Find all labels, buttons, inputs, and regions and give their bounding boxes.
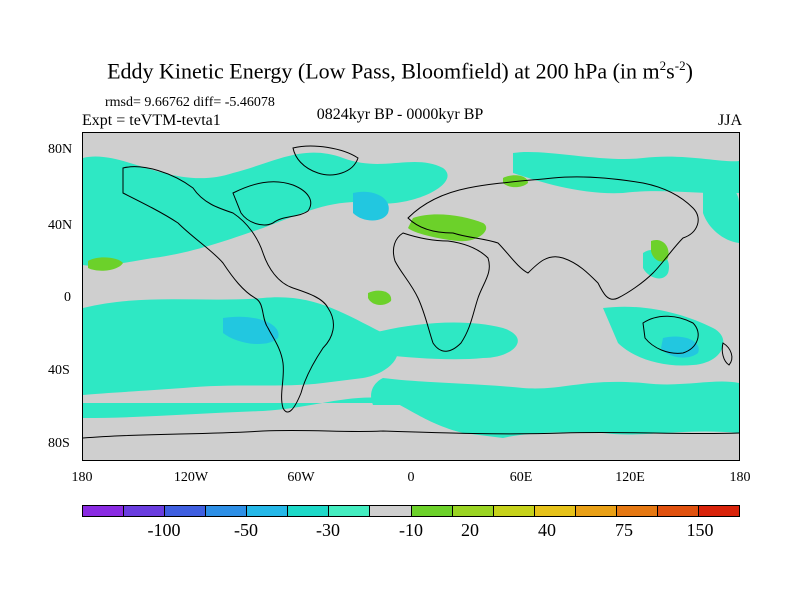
- experiment-label: Expt = teVTM-tevta1: [82, 112, 221, 129]
- colorbar-swatch: [534, 506, 576, 516]
- colorbar-swatch: [411, 506, 453, 516]
- colorbar-swatch: [165, 506, 207, 516]
- colorbar-label: 75: [615, 520, 633, 540]
- season-label: JJA: [717, 112, 742, 129]
- lon-label-60e: 60E: [509, 470, 533, 485]
- colorbar-label: -50: [234, 520, 258, 540]
- stronger-negative-regions: [223, 191, 699, 358]
- colorbar-swatch: [124, 506, 166, 516]
- lon-label-120e: 120E: [615, 470, 645, 485]
- colorbar-swatch: [370, 506, 412, 516]
- lat-label-eq: 0: [64, 290, 71, 305]
- colorbar-label: -100: [147, 520, 181, 540]
- colorbar: [82, 505, 740, 517]
- lat-label-40s: 40S: [48, 363, 70, 378]
- colorbar-swatch: [206, 506, 248, 516]
- colorbar-swatch: [493, 506, 535, 516]
- map-svg: [83, 145, 739, 439]
- plot-title: Eddy Kinetic Energy (Low Pass, Bloomfiel…: [107, 58, 693, 84]
- lon-label-0: 0: [407, 470, 415, 485]
- colorbar-swatch: [288, 506, 330, 516]
- lat-label-80s: 80S: [48, 436, 70, 451]
- colorbar-swatch: [698, 506, 739, 516]
- period-label: 0824kyr BP - 0000kyr BP: [316, 106, 484, 123]
- colorbar-swatch: [657, 506, 699, 516]
- colorbar-swatch: [247, 506, 289, 516]
- lon-label-120w: 120W: [173, 470, 209, 485]
- lon-label-60w: 60W: [287, 470, 315, 485]
- coastlines: [83, 145, 739, 439]
- colorbar-label: -10: [399, 520, 423, 540]
- colorbar-swatch: [452, 506, 494, 516]
- colorbar-label: -30: [316, 520, 340, 540]
- lat-label-80n: 80N: [48, 142, 73, 157]
- colorbar-swatch: [329, 506, 371, 516]
- lat-label-40n: 40N: [48, 218, 73, 233]
- map-panel: [82, 132, 740, 461]
- colorbar-label: 150: [686, 520, 714, 540]
- stats-text: rmsd= 9.66762 diff= -5.46078: [105, 95, 275, 110]
- colorbar-swatch: [616, 506, 658, 516]
- lon-label-180e: 180: [729, 470, 751, 485]
- colorbar-swatch: [83, 506, 125, 516]
- lon-label-180w: 180: [71, 470, 93, 485]
- colorbar-swatch: [575, 506, 617, 516]
- negative-anomaly-regions: [83, 151, 739, 438]
- colorbar-label: 20: [461, 520, 479, 540]
- colorbar-label: 40: [538, 520, 556, 540]
